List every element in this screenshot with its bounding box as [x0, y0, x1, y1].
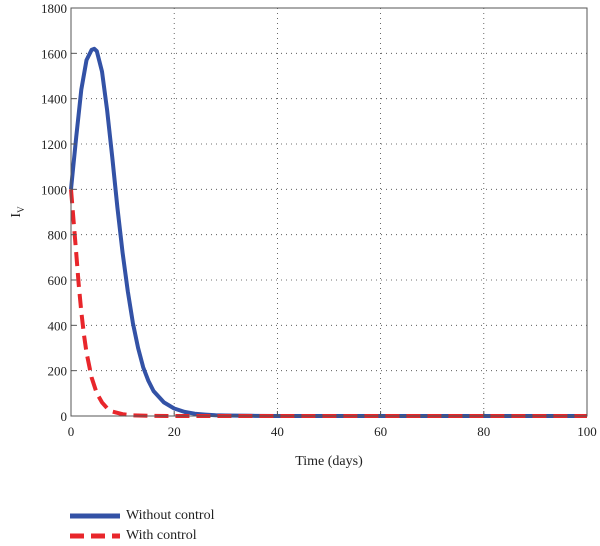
- line-chart: 0 20 40 60 80 1000200400600800100012001400160…: [9, 1, 597, 469]
- legend-item-with-control: With control: [70, 526, 214, 546]
- x-tick-label: 100: [577, 424, 597, 439]
- y-axis-label-sub: V: [16, 206, 26, 213]
- plot-frame: [70, 7, 588, 417]
- y-tick-label: 0: [61, 409, 68, 424]
- y-axis-label-main: I: [9, 213, 24, 218]
- y-tick-label: 1400: [41, 92, 67, 107]
- x-tick-label: 20: [168, 424, 181, 439]
- plot-area: [71, 8, 587, 416]
- y-tick-label: 400: [48, 318, 68, 333]
- y-tick-label: 600: [48, 273, 68, 288]
- legend-label: Without control: [126, 508, 215, 523]
- x-tick-label: 0: [68, 424, 75, 439]
- legend-label: With control: [126, 528, 197, 543]
- x-axis-label: Time (days): [295, 454, 363, 469]
- y-tick-label: 1800: [41, 1, 67, 16]
- x-tick-label: 40: [271, 424, 284, 439]
- y-tick-label: 200: [48, 364, 68, 379]
- grid: [71, 8, 587, 416]
- y-tick-label: 1600: [41, 46, 67, 61]
- y-tick-label: 800: [48, 228, 68, 243]
- x-tick-label: 80: [477, 424, 490, 439]
- tick-labels: 0 20 40 60 80 1000200400600800100012001400160…: [41, 1, 597, 439]
- legend-swatch-dashed: [70, 533, 120, 539]
- legend-item-without-control: Without control: [70, 506, 214, 526]
- y-tick-label: 1000: [41, 182, 67, 197]
- x-tick-label: 60: [374, 424, 387, 439]
- legend-swatch-solid: [70, 513, 120, 519]
- legend: Without control With control: [70, 506, 214, 546]
- y-tick-label: 1200: [41, 137, 67, 152]
- y-axis-label: IV: [9, 206, 26, 218]
